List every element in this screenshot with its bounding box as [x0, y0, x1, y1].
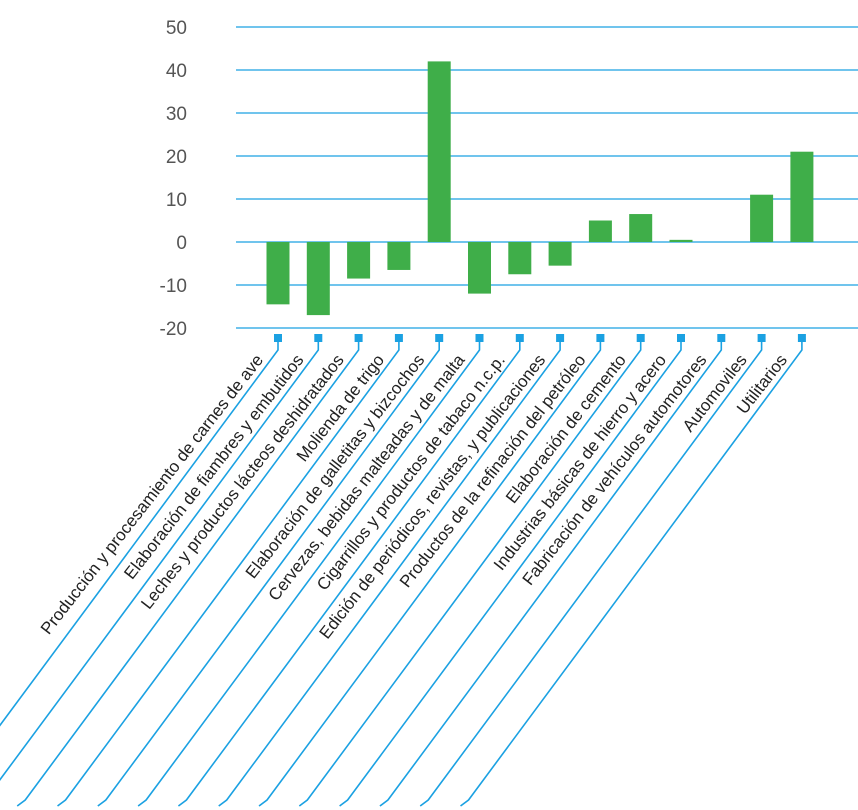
leader-line	[298, 338, 642, 807]
bar	[427, 61, 451, 243]
y-tick-label: 20	[166, 147, 187, 168]
y-tick-label: 40	[166, 61, 187, 82]
leader-line	[137, 338, 481, 807]
bar	[548, 242, 572, 266]
leader-line	[339, 338, 682, 807]
leader-line	[379, 338, 723, 807]
y-tick-label: 50	[166, 18, 187, 39]
y-tick-label: 30	[166, 104, 187, 125]
bar	[588, 220, 612, 242]
leader-line	[0, 338, 279, 727]
leader-line	[57, 338, 400, 807]
bar	[306, 242, 330, 316]
bar	[387, 242, 411, 270]
leader-line	[460, 338, 803, 807]
leader-line	[218, 338, 561, 807]
bar	[508, 242, 532, 275]
bars	[266, 61, 814, 316]
leader-line	[258, 338, 602, 807]
y-tick-label: -10	[160, 276, 187, 297]
leader-line	[0, 338, 320, 781]
leader-line	[419, 338, 763, 807]
bar	[468, 242, 491, 294]
gridlines	[236, 26, 858, 329]
y-tick-label: 10	[166, 190, 187, 211]
bar	[629, 214, 653, 242]
bar	[790, 151, 814, 242]
bar	[347, 242, 371, 279]
bar	[669, 239, 693, 242]
y-tick-label: -20	[160, 319, 187, 340]
bar	[266, 242, 290, 305]
leader-line	[97, 338, 440, 807]
category-leader-lines	[0, 334, 806, 807]
bar	[750, 194, 774, 242]
y-tick-label: 0	[176, 233, 187, 254]
leader-line	[177, 338, 521, 807]
leader-line	[16, 338, 360, 807]
category-labels: Producción y procesamiento de carnes de …	[37, 350, 791, 642]
y-axis-ticks: 50 40 30 20 10 0 -10 -20	[160, 18, 187, 340]
